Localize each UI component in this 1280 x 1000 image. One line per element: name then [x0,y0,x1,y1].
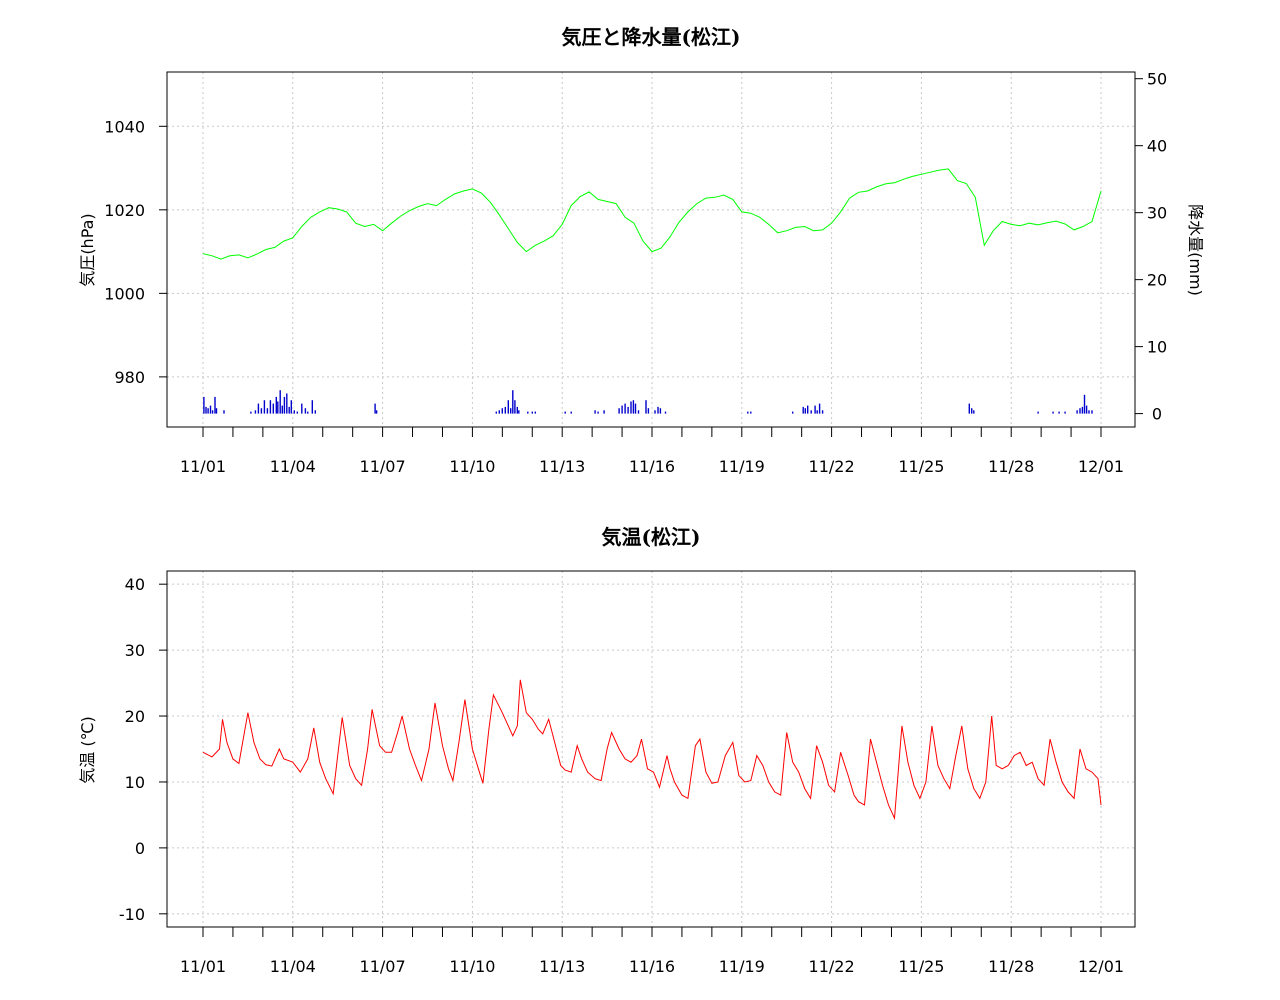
pressure-line [202,168,1102,260]
x-tick-label: 11/01 [180,457,226,476]
x-tick-label: 11/07 [360,957,406,976]
y-tick-label: 10 [1147,338,1167,357]
y-tick-label: 20 [1147,271,1167,290]
y-tick-label: 10 [125,773,145,792]
y-tick-label: 0 [1152,405,1162,424]
x-tick-label: 11/25 [898,457,944,476]
y-tick-label: 20 [125,707,145,726]
chart-title-temperature: 気温(松江) [602,525,701,549]
y-tick-label: 1040 [104,117,145,136]
x-tick-label: 11/13 [539,457,585,476]
x-tick-label: 11/04 [270,457,316,476]
x-tick-label: 11/13 [539,957,585,976]
y-axis-left-pressure: 980 1000 1020 1040 [104,117,167,387]
x-tick-label: 11/10 [449,457,495,476]
x-axis-temperature: 11/01 11/04 11/07 11/10 11/13 11/16 11/19 11/22… [180,927,1124,976]
x-tick-label: 11/16 [629,957,675,976]
x-tick-label: 11/16 [629,457,675,476]
temperature-chart: 気温(松江) -10 0 10 20 30 40 11/01 11/04 11/07 11/10… [78,525,1136,976]
precipitation-bars [203,390,1093,414]
x-tick-label: 11/07 [360,457,406,476]
x-axis-pressure: 11/01 11/04 11/07 11/10 11/13 11/16 11/19 11/22… [180,427,1124,476]
y-tick-label: 0 [135,839,145,858]
plot-frame-temperature [166,570,1136,928]
chart-title-pressure: 気圧と降水量(松江) [562,25,741,49]
x-tick-label: 11/10 [449,957,495,976]
x-tick-label: 11/01 [180,957,226,976]
x-tick-label: 11/22 [809,957,855,976]
y-tick-label: 1000 [104,284,145,303]
x-tick-label: 11/19 [719,457,765,476]
x-tick-label: 12/01 [1078,957,1124,976]
y-tick-label: 980 [114,368,145,387]
y-axis-label-precipitation: 降水量(mm) [1186,204,1205,296]
y-axis-label-temperature: 気温 (℃) [78,716,97,784]
y-axis-right-precipitation: 0 10 20 30 40 50 [1135,70,1167,424]
plot-frame-pressure [166,71,1136,428]
y-tick-label: 40 [125,575,145,594]
y-axis-label-pressure: 気圧(hPa) [78,213,97,286]
x-tick-label: 12/01 [1078,457,1124,476]
x-tick-label: 11/28 [988,957,1034,976]
y-tick-label: 1020 [104,201,145,220]
grid-pressure [167,72,1135,427]
y-tick-label: -10 [119,905,145,924]
y-axis-temperature: -10 0 10 20 30 40 [119,575,167,924]
y-tick-label: 40 [1147,137,1167,156]
x-tick-label: 11/28 [988,457,1034,476]
y-tick-label: 30 [1147,204,1167,223]
y-tick-label: 30 [125,641,145,660]
x-tick-label: 11/22 [809,457,855,476]
x-tick-label: 11/19 [719,957,765,976]
grid-temperature [167,571,1135,927]
temperature-line [202,679,1102,821]
x-tick-label: 11/04 [270,957,316,976]
x-tick-label: 11/25 [898,957,944,976]
y-tick-label: 50 [1147,70,1167,89]
